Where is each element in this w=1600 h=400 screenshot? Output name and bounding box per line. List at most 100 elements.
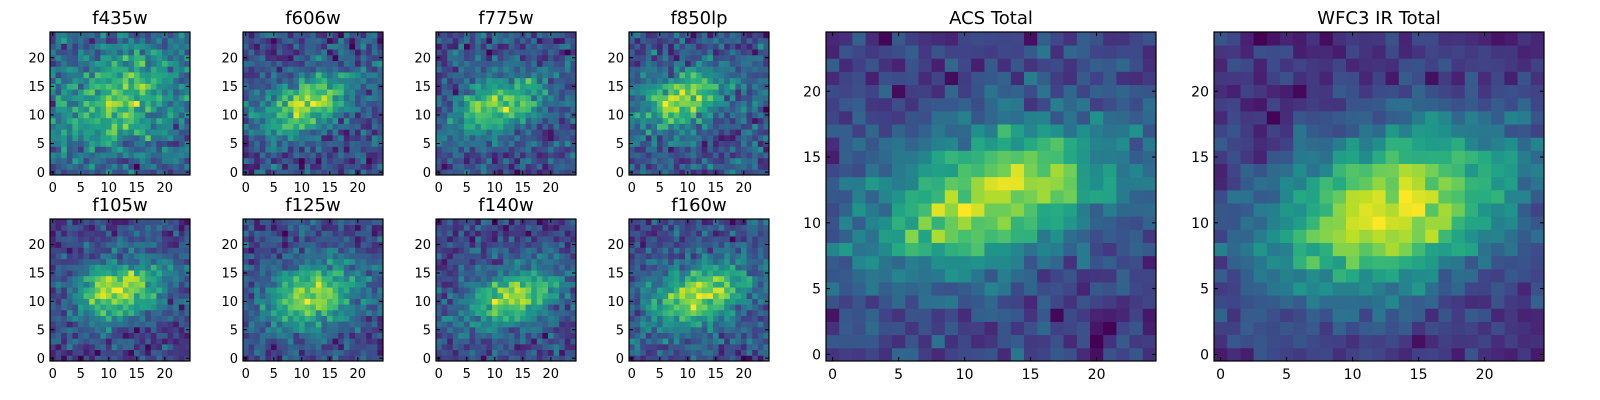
heatmap-cell [94, 100, 101, 107]
heatmap-cell [735, 326, 742, 333]
heatmap-cell [514, 94, 521, 102]
heatmap-cell [741, 43, 747, 50]
heatmap-cell [757, 94, 764, 102]
heatmap-cell [243, 292, 249, 299]
heatmap-cell [61, 241, 68, 248]
heatmap-cell [360, 219, 367, 226]
heatmap-cell [173, 258, 180, 265]
heatmap-cell [282, 281, 289, 288]
heatmap-cell [564, 157, 571, 164]
heatmap-cell [360, 94, 367, 102]
heatmap-cell [254, 281, 261, 288]
heatmap-cell [377, 264, 384, 271]
heatmap-cell [139, 43, 146, 50]
heatmap-cell [248, 298, 255, 305]
heatmap-cell [321, 129, 328, 136]
heatmap-cell [520, 123, 526, 130]
heatmap-cell [178, 157, 185, 164]
heatmap-cell [173, 60, 180, 67]
heatmap-cell [265, 123, 272, 130]
heatmap-cell [243, 134, 249, 142]
heatmap-cell [128, 281, 135, 288]
heatmap-cell [145, 163, 152, 170]
heatmap-cell [248, 230, 255, 237]
heatmap-cell [243, 230, 249, 237]
heatmap-cell [668, 117, 675, 124]
heatmap-cell [746, 134, 753, 142]
heatmap-cell [542, 60, 549, 67]
heatmap-cell [564, 72, 571, 79]
heatmap-cell [763, 343, 770, 351]
x-tick-label: 0 [435, 367, 443, 382]
heatmap-cell [570, 49, 577, 56]
heatmap-cell [673, 106, 680, 113]
heatmap-cell [321, 37, 328, 44]
heatmap-cell [707, 355, 714, 362]
heatmap-cell [679, 157, 686, 164]
heatmap-cell [436, 134, 442, 142]
heatmap-cell [542, 77, 549, 84]
heatmap-cell [469, 152, 476, 159]
heatmap-cell [254, 236, 261, 243]
heatmap-cell [94, 355, 101, 362]
heatmap-cell [128, 287, 135, 294]
heatmap-cell [508, 275, 515, 282]
heatmap-cell [371, 321, 378, 328]
heatmap-cell [514, 338, 521, 345]
heatmap-cell [78, 281, 84, 288]
heatmap-cell [729, 112, 736, 119]
heatmap-cell [276, 275, 283, 282]
heatmap-cell [520, 163, 526, 170]
heatmap-cell [83, 117, 90, 124]
heatmap-cell [441, 157, 448, 164]
heatmap-cell [640, 140, 647, 147]
heatmap-cell [503, 270, 510, 277]
heatmap-cell [371, 100, 378, 107]
heatmap-cell [156, 112, 163, 119]
heatmap-cell [763, 72, 770, 79]
heatmap-cell [254, 241, 261, 248]
heatmap-cell [111, 230, 118, 237]
heatmap-cell [106, 100, 112, 107]
heatmap-cell [139, 72, 146, 79]
heatmap-cell [520, 270, 526, 277]
heatmap-cell [458, 275, 465, 282]
y-tick-label: 10 [28, 109, 45, 124]
heatmap-cell [265, 89, 272, 96]
heatmap-cell [327, 54, 333, 61]
heatmap-cell [679, 321, 686, 328]
heatmap-cell [492, 281, 498, 288]
heatmap-cell [441, 264, 448, 271]
heatmap-cell [441, 37, 448, 44]
heatmap-cell [542, 224, 549, 231]
heatmap-cell [338, 270, 345, 277]
heatmap-cell [299, 304, 305, 311]
heatmap-cell [349, 60, 356, 67]
heatmap-cell [276, 343, 283, 351]
heatmap-cell [752, 343, 759, 351]
heatmap-cell [741, 83, 747, 90]
heatmap-cell [265, 43, 272, 50]
heatmap-cell [83, 219, 90, 226]
heatmap-cell [259, 230, 266, 237]
heatmap-cell [271, 264, 277, 271]
heatmap-cell [94, 236, 101, 243]
heatmap-cell [640, 49, 647, 56]
heatmap-cell [61, 94, 68, 102]
heatmap-cell [100, 355, 107, 362]
heatmap-cell [248, 37, 255, 44]
heatmap-cell [61, 43, 68, 50]
heatmap-cell [741, 326, 747, 333]
heatmap-cell [724, 89, 731, 96]
heatmap-cell [536, 32, 543, 39]
heatmap-cell [122, 72, 129, 79]
heatmap-cell [271, 321, 277, 328]
heatmap-cell [134, 230, 140, 237]
heatmap-cell [746, 117, 753, 124]
heatmap-cell [106, 236, 112, 243]
heatmap-cell [475, 134, 482, 142]
heatmap-cell [570, 43, 577, 50]
heatmap-cell [514, 37, 521, 44]
heatmap-cell [668, 140, 675, 147]
heatmap-cell [293, 117, 300, 124]
